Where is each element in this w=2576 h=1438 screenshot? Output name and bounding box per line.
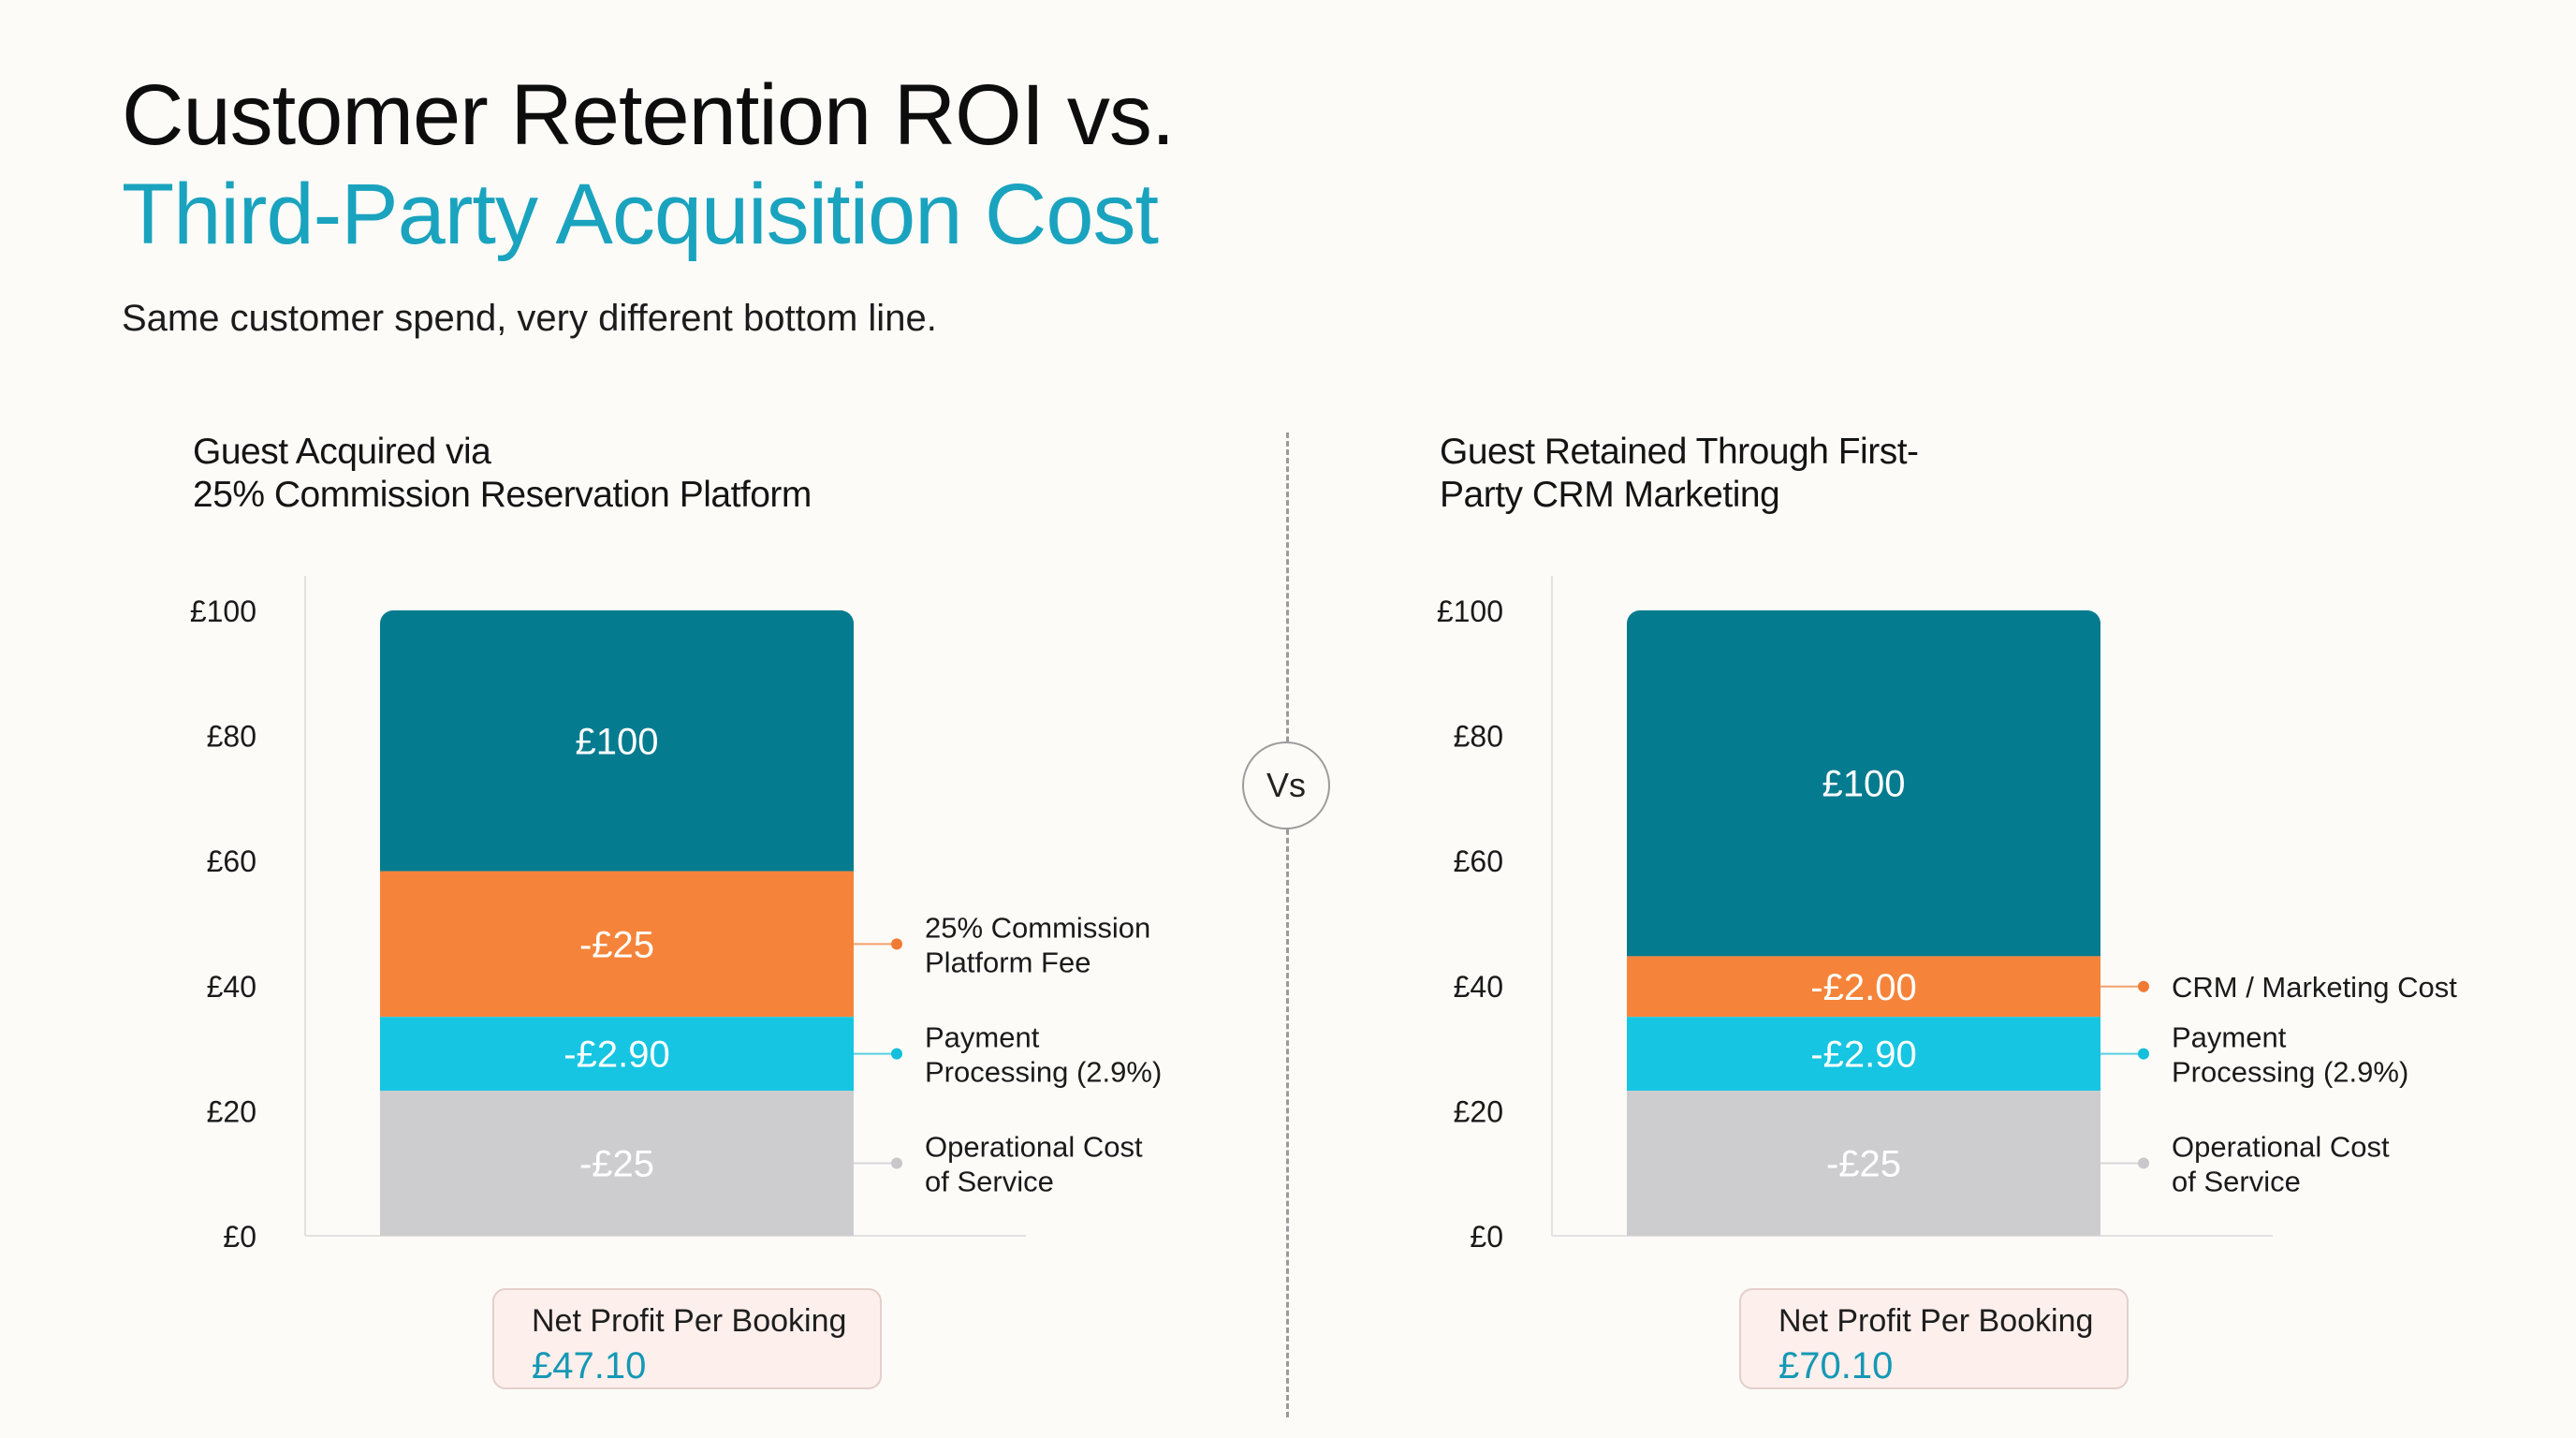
y-tick-label: £100 [1437, 594, 1503, 628]
panel-acquired: Guest Acquired via 25% Commission Reserv… [122, 431, 1245, 1404]
panel-title-line-1: Guest Retained Through First- [1440, 432, 1919, 472]
y-tick-label: £0 [1470, 1220, 1503, 1254]
legend-dot [2138, 1157, 2149, 1169]
title-line-2: Third-Party Acquisition Cost [122, 167, 1159, 262]
segment-value-label: -£25 [1826, 1144, 1901, 1185]
legend-dot [2138, 980, 2149, 992]
segment-value-label: -£25 [579, 1144, 654, 1185]
panel-title-line-2: 25% Commission Reservation Platform [193, 475, 812, 515]
y-tick-label: £80 [207, 720, 256, 754]
legend-label: CRM / Marketing Cost [2172, 971, 2457, 1004]
y-tick-label: £40 [1454, 970, 1503, 1004]
panel-title-line-2: Party CRM Marketing [1440, 475, 1780, 515]
y-tick-label: £80 [1454, 720, 1503, 754]
bar-segment [380, 610, 854, 872]
bar-segment [1627, 1017, 2100, 1092]
panel-divider [1286, 433, 1289, 1417]
net-profit-label: Net Profit Per Booking [532, 1303, 847, 1339]
segment-value-label: -£25 [579, 924, 654, 965]
chart-retained: £0 £20 £40 £60 £80 £100 £100 -£2.00 CRM / Market… [1437, 576, 2457, 1254]
panel-title: Guest Retained Through First- Party CRM … [1440, 431, 2151, 517]
legend-label: of Service [925, 1166, 1054, 1198]
stacked-bar [380, 610, 854, 1236]
segment-value-label: £100 [576, 721, 659, 762]
bar-segment [380, 871, 854, 1018]
legend-dot [891, 1157, 902, 1169]
net-profit-card: Net Profit Per Booking £47.10 [492, 1288, 882, 1389]
legend-label: Processing (2.9%) [925, 1056, 1162, 1089]
bar-segment [1627, 956, 2100, 1018]
legend-dot [891, 938, 902, 950]
legend-label: Operational Cost [2172, 1131, 2390, 1164]
legend-label: Payment [925, 1021, 1040, 1054]
page-subtitle: Same customer spend, very different bott… [122, 298, 937, 339]
y-tick-label: £40 [207, 970, 256, 1004]
y-tick-label: £100 [190, 594, 256, 628]
legend-label: of Service [2172, 1166, 2301, 1198]
legend-label: Processing (2.9%) [2172, 1056, 2408, 1089]
bar-segment [1627, 1091, 2100, 1236]
bar-segment [380, 1017, 854, 1092]
page-title: Customer Retention ROI vs. Third-Party A… [122, 66, 1175, 264]
y-tick-label: £60 [207, 844, 256, 878]
legend-dot [891, 1048, 902, 1060]
y-tick-label: £20 [1454, 1094, 1503, 1128]
net-profit-card: Net Profit Per Booking £70.10 [1739, 1288, 2129, 1389]
y-tick-label: £60 [1454, 844, 1503, 878]
panel-retained: Guest Retained Through First- Party CRM … [1368, 431, 2492, 1404]
legend-dot [2138, 1048, 2149, 1060]
chart-acquired: £0 £20 £40 £60 £80 £100 £100 -£25 25% Commission… [190, 576, 1162, 1254]
title-line-1: Customer Retention ROI vs. [122, 67, 1175, 163]
segment-value-label: -£2.00 [1810, 967, 1916, 1008]
panel-title-line-1: Guest Acquired via [193, 432, 491, 472]
segment-value-label: -£2.90 [1810, 1034, 1916, 1076]
legend-label: Payment [2172, 1021, 2287, 1054]
segment-value-label: £100 [1822, 764, 1906, 805]
y-tick-label: £0 [223, 1220, 256, 1254]
panel-title: Guest Acquired via 25% Commission Reserv… [193, 431, 904, 517]
legend-label: Operational Cost [925, 1131, 1143, 1164]
y-tick-label: £20 [207, 1094, 256, 1128]
net-profit-value: £47.10 [532, 1345, 647, 1387]
bar-segment [380, 1091, 854, 1236]
net-profit-label: Net Profit Per Booking [1778, 1303, 2094, 1339]
legend-label: Platform Fee [925, 946, 1090, 978]
net-profit-value: £70.10 [1778, 1345, 1894, 1387]
legend-label: 25% Commission [925, 911, 1150, 944]
stacked-bar [1627, 610, 2100, 1236]
bar-segment [1627, 610, 2100, 957]
vs-badge: Vs [1242, 741, 1330, 829]
segment-value-label: -£2.90 [564, 1034, 669, 1076]
